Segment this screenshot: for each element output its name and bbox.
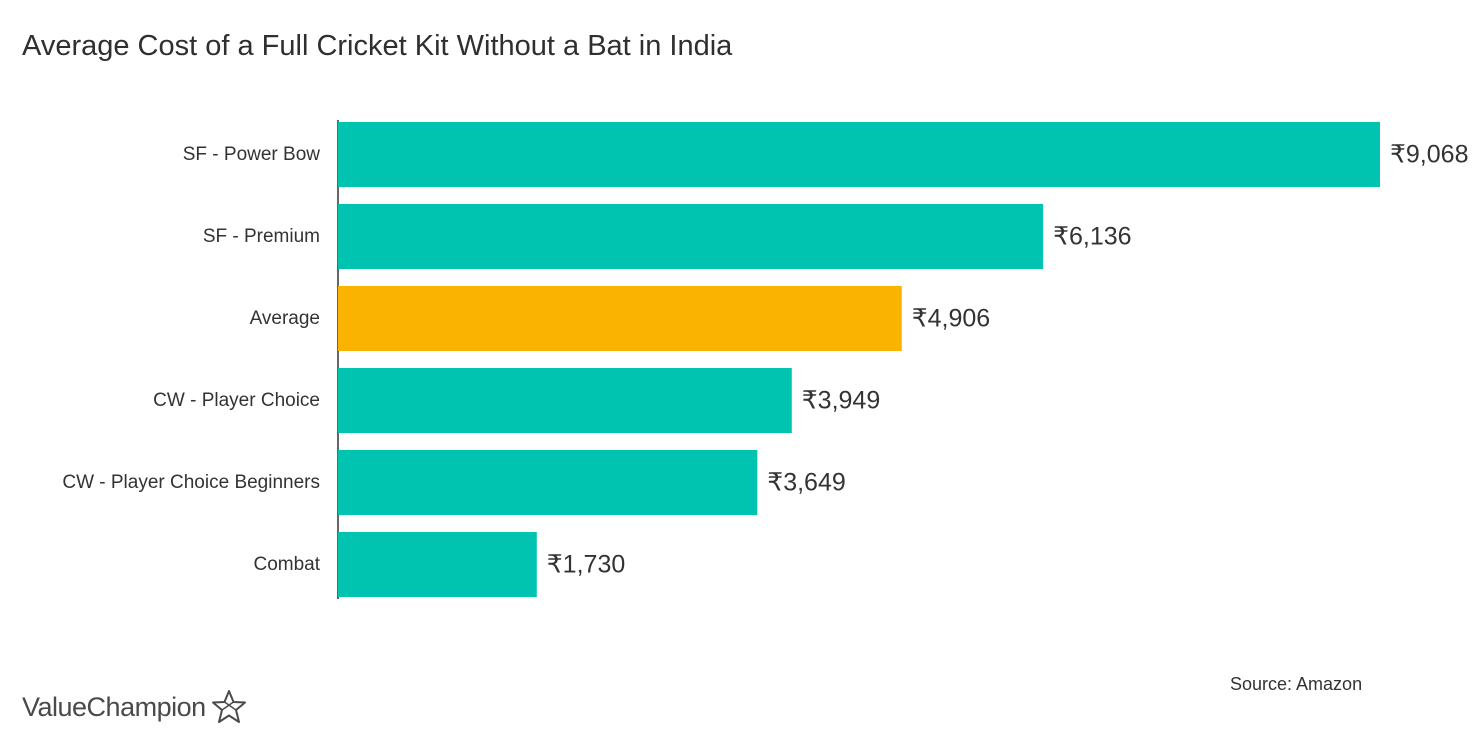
bar [338, 286, 902, 351]
category-label: Average [250, 308, 320, 329]
category-label: SF - Power Bow [183, 144, 321, 165]
value-label: ₹6,136 [1053, 223, 1131, 251]
value-label: ₹3,649 [767, 469, 845, 497]
bar-chart: SF - Power Bow ₹9,068 SF - Premium ₹6,136 Av… [62, 120, 1468, 599]
value-label: ₹9,068 [1390, 141, 1468, 169]
value-label: ₹3,949 [802, 387, 880, 415]
category-label: Combat [253, 554, 320, 575]
category-label: CW - Player Choice [153, 390, 320, 411]
star-outline-icon [211, 690, 246, 723]
chart-title: Average Cost of a Full Cricket Kit Witho… [22, 30, 733, 62]
category-label: CW - Player Choice Beginners [62, 472, 320, 493]
brand-name: ValueChampion [22, 691, 206, 722]
bar [338, 368, 792, 433]
bar [338, 122, 1380, 187]
source-note: Source: Amazon [1230, 674, 1363, 694]
bar [338, 532, 537, 597]
brand-logo: ValueChampion [22, 688, 248, 726]
value-label: ₹4,906 [912, 305, 990, 333]
category-label: SF - Premium [203, 226, 320, 247]
value-label: ₹1,730 [547, 551, 625, 579]
bar [338, 204, 1044, 269]
bar [338, 450, 758, 515]
